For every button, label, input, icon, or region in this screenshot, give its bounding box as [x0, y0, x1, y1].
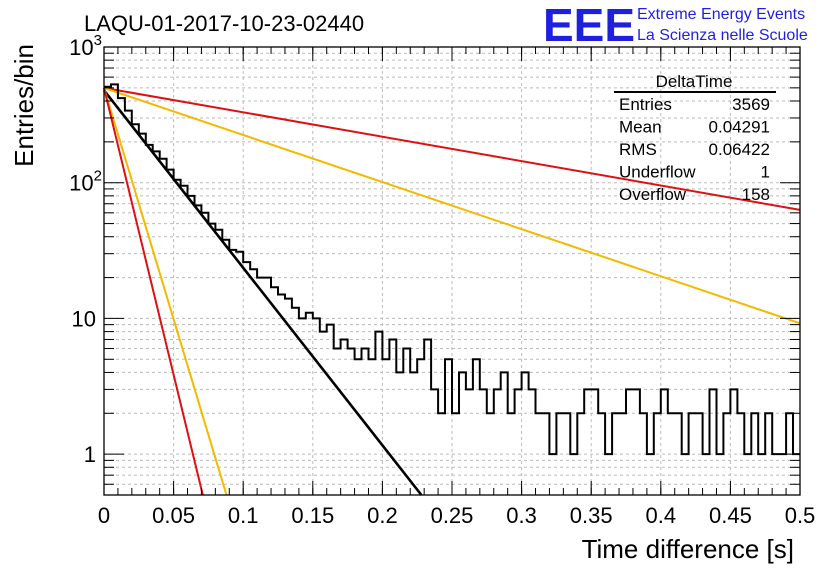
y-axis-title: Entries/bin: [9, 44, 39, 167]
logo-line1: Extreme Energy Events: [637, 6, 805, 23]
histogram-series: [104, 83, 800, 456]
x-tick-labels: 0 0.05 0.1 0.15 0.2 0.25 0.3 0.35 0.4 0.45 0.5: [98, 503, 815, 528]
stats-rows: Entries 3569 Mean 0.04291 RMS 0.06422 Underflo…: [619, 95, 770, 204]
eee-logo: EEE Extreme Energy Events La Scienza nel…: [543, 0, 808, 51]
x-tick-label: 0.4: [646, 503, 677, 528]
x-tick-label: 0.5: [785, 503, 816, 528]
fit-line-3: [103, 87, 228, 496]
stats-label: Underflow: [619, 163, 696, 182]
x-tick-label: 0.35: [570, 503, 613, 528]
histogram-steps: [104, 83, 800, 456]
fit-line-2: [103, 86, 801, 325]
stats-title: DeltaTime: [656, 72, 733, 91]
fit-line-0: [102, 89, 423, 496]
y-tick-label: 10: [72, 306, 96, 331]
stats-label: Entries: [619, 95, 672, 114]
x-tick-label: 0.45: [709, 503, 752, 528]
stats-value: 1: [761, 163, 770, 182]
stats-value: 0.06422: [709, 140, 770, 159]
x-tick-label: 0.1: [228, 503, 259, 528]
y-tick-label: 103: [69, 32, 102, 60]
fit-line-1: [103, 86, 801, 211]
fit-line-4: [103, 87, 204, 496]
logo-line2: La Scienza nelle Scuole: [637, 27, 808, 44]
stats-value: 3569: [732, 95, 770, 114]
stats-box: DeltaTime Entries 3569 Mean 0.04291 RMS 0.064…: [614, 72, 776, 204]
y-tick-label: 102: [69, 168, 102, 196]
stats-value: 0.04291: [709, 118, 770, 137]
fit-lines: [102, 86, 801, 496]
x-axis-title: Time difference [s]: [582, 534, 794, 564]
x-tick-label: 0: [98, 503, 110, 528]
y-tick-label: 1: [84, 442, 96, 467]
logo-text: EEE: [543, 0, 635, 51]
stats-label: RMS: [619, 140, 657, 159]
stats-label: Mean: [619, 118, 662, 137]
stats-label: Overflow: [619, 185, 687, 204]
y-tick-labels: 1 10 102 103: [69, 32, 102, 467]
chart-title: LAQU-01-2017-10-23-02440: [84, 11, 364, 36]
axis-ticks: [103, 46, 801, 496]
x-tick-label: 0.2: [367, 503, 398, 528]
x-tick-label: 0.25: [431, 503, 474, 528]
x-tick-label: 0.15: [291, 503, 334, 528]
x-tick-label: 0.05: [152, 503, 195, 528]
x-tick-label: 0.3: [506, 503, 537, 528]
stats-value: 158: [742, 185, 770, 204]
